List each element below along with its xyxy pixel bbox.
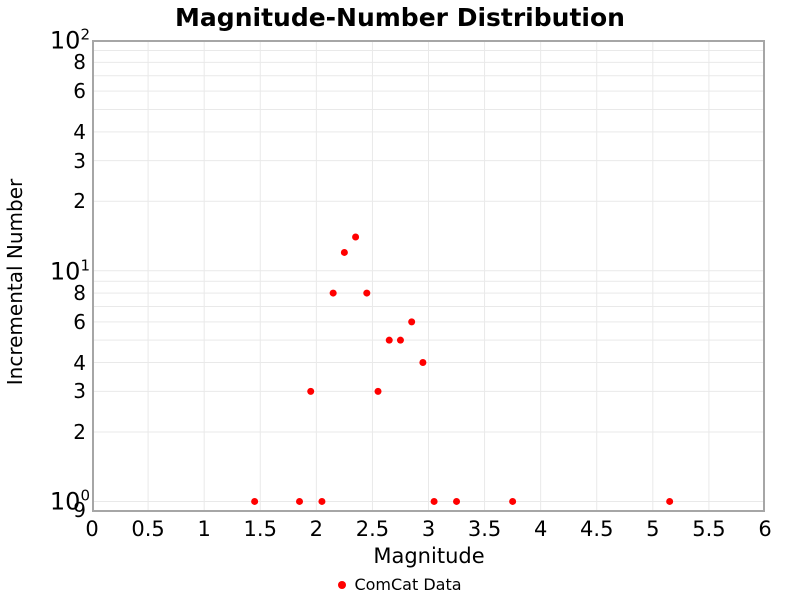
y-tick-label: 4 xyxy=(73,119,86,144)
y-tick-label: 3 xyxy=(73,379,86,404)
data-point xyxy=(385,336,393,344)
y-tick-label: 2 xyxy=(73,189,86,214)
x-tick-label: 4.5 xyxy=(580,517,614,541)
x-tick-label: 1 xyxy=(197,517,211,541)
data-point xyxy=(329,289,337,297)
x-tick-label: 2.5 xyxy=(355,517,390,541)
data-point xyxy=(374,387,382,395)
y-tick-label: 2 xyxy=(73,419,86,444)
x-axis-title: Magnitude xyxy=(373,544,485,568)
x-tick-label: 5 xyxy=(646,517,660,541)
data-point xyxy=(509,497,517,505)
y-tick-label: 4 xyxy=(73,350,86,375)
data-point xyxy=(318,497,326,505)
x-tick-label: 2 xyxy=(309,517,324,541)
x-tick-label: 3.5 xyxy=(467,517,502,541)
x-tick-label: 6 xyxy=(758,517,772,541)
data-point xyxy=(307,387,315,395)
legend-label: ComCat Data xyxy=(354,575,462,594)
y-tick-label: 6 xyxy=(73,79,86,104)
legend[interactable]: ComCat Data xyxy=(0,575,800,594)
data-point xyxy=(408,318,416,326)
x-tick-label: 0.5 xyxy=(131,517,165,541)
y-tick-label: 8 xyxy=(73,50,86,75)
x-tick-label: 5.5 xyxy=(692,517,726,541)
data-point xyxy=(396,336,404,344)
data-point xyxy=(352,233,360,241)
data-point xyxy=(296,497,304,505)
y-tick-decade-label: 102 xyxy=(49,25,90,55)
data-point xyxy=(363,289,371,297)
plot-canvas xyxy=(92,40,765,512)
legend-marker-icon xyxy=(338,580,347,589)
scatter-points xyxy=(251,233,674,505)
gridlines xyxy=(92,40,765,512)
y-tick-decade-label: 100 xyxy=(49,486,90,516)
plot-frame xyxy=(92,40,765,512)
data-point xyxy=(430,497,438,505)
data-point xyxy=(419,359,427,367)
chart-title: Magnitude-Number Distribution xyxy=(175,3,625,32)
y-axis-title: Incremental Number xyxy=(3,178,27,386)
data-point xyxy=(453,497,461,505)
x-tick-label: 4 xyxy=(533,517,548,541)
data-point xyxy=(666,497,674,505)
x-tick-label: 3 xyxy=(421,517,436,541)
data-point xyxy=(251,497,259,505)
y-tick-label: 6 xyxy=(73,309,86,334)
x-tick-label: 0 xyxy=(85,517,99,541)
data-point xyxy=(340,248,348,256)
y-tick-label: 8 xyxy=(73,281,86,306)
y-tick-decade-label: 101 xyxy=(49,256,90,286)
y-tick-label: 3 xyxy=(73,148,86,173)
y-tick-label-bottom: 9 xyxy=(73,498,86,522)
x-tick-label: 1.5 xyxy=(243,517,277,541)
